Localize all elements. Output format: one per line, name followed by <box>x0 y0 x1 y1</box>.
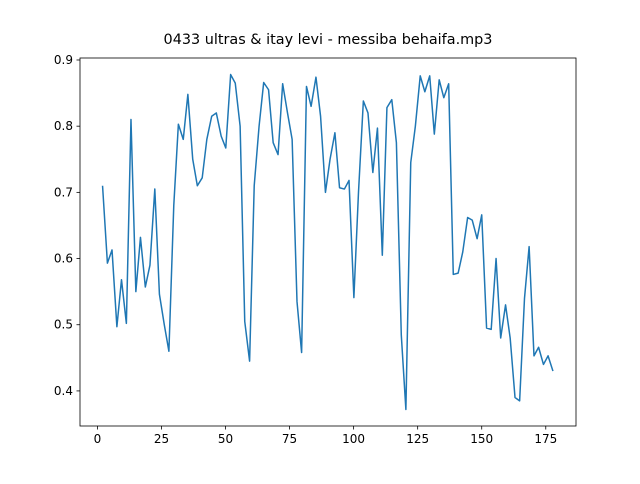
data-line <box>101 73 554 411</box>
y-tick-label: 0.6 <box>54 252 73 266</box>
y-tick-label: 0.4 <box>54 384 73 398</box>
x-tick-label: 50 <box>218 432 233 446</box>
x-tick-label: 175 <box>534 432 557 446</box>
y-tick-label: 0.7 <box>54 185 73 199</box>
y-tick-label: 0.8 <box>54 119 73 133</box>
y-tick-label: 0.5 <box>54 318 73 332</box>
x-tick-label: 75 <box>282 432 297 446</box>
plot-frame <box>79 57 577 427</box>
chart-title: 0433 ultras & itay levi - messiba behaif… <box>164 32 493 48</box>
x-tick-label: 125 <box>406 432 429 446</box>
x-tick-label: 100 <box>342 432 365 446</box>
y-tick-label: 0.9 <box>54 53 73 67</box>
x-tick-label: 150 <box>470 432 493 446</box>
x-tick-label: 0 <box>94 432 102 446</box>
x-tick-label: 25 <box>154 432 169 446</box>
